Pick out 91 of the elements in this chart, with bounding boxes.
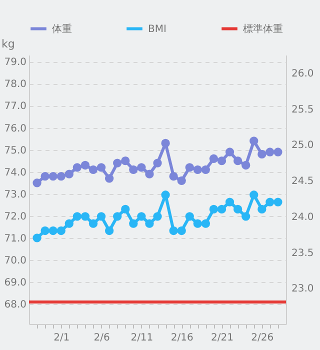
point: [56, 226, 66, 236]
y-tick-label: 76.0: [4, 123, 26, 134]
point: [72, 212, 82, 221]
point: [137, 163, 146, 172]
point: [169, 226, 178, 236]
point: [137, 212, 146, 221]
point: [64, 219, 74, 228]
point: [104, 174, 114, 183]
point: [121, 204, 130, 214]
point: [250, 136, 258, 146]
point: [233, 156, 242, 166]
x-tick-label: 2/11: [130, 332, 154, 344]
x-tick-label: 2/26: [251, 332, 274, 344]
x-tick-label: 2/21: [211, 332, 234, 344]
point: [80, 212, 90, 221]
point: [201, 165, 210, 174]
y-tick-label: 79.0: [4, 57, 26, 68]
point: [258, 150, 266, 159]
point: [217, 204, 226, 214]
point: [153, 158, 162, 168]
y2-tick-label: 23.5: [292, 248, 314, 259]
point: [88, 219, 98, 228]
x-tick-label: 2/1: [54, 332, 70, 344]
y2-tick-label: 26.0: [292, 68, 314, 80]
y2-tick-label: 24.0: [292, 212, 314, 223]
point: [32, 234, 42, 242]
y2-tick-label: 25.5: [292, 104, 314, 116]
y-tick-label: 70.0: [4, 256, 26, 267]
point: [225, 198, 234, 206]
point: [242, 212, 250, 221]
point: [32, 178, 42, 188]
point: [233, 204, 242, 214]
point: [88, 165, 98, 174]
y-tick-label: 73.0: [4, 189, 26, 200]
point: [250, 190, 258, 200]
legend-label: 体重: [52, 22, 72, 35]
point: [129, 165, 138, 174]
point: [48, 172, 58, 181]
point: [153, 212, 162, 221]
point: [266, 198, 274, 206]
y-tick-label: 78.0: [4, 79, 26, 90]
point: [193, 219, 202, 228]
y2-tick-label: 23.0: [292, 284, 314, 295]
y-tick-label: 74.0: [4, 167, 26, 178]
point: [104, 226, 114, 236]
point: [40, 172, 50, 181]
legend-label: 標準体重: [243, 22, 283, 35]
point: [72, 163, 82, 172]
point: [274, 148, 282, 156]
point: [169, 172, 178, 181]
point: [217, 156, 226, 166]
point: [258, 204, 266, 214]
point: [209, 154, 218, 163]
point: [242, 160, 250, 170]
x-tick-label: 2/6: [94, 332, 110, 344]
point: [185, 163, 194, 172]
point: [185, 212, 194, 221]
y-axis-title: kg: [2, 38, 15, 50]
point: [193, 165, 202, 174]
legend-label: BMI: [148, 24, 166, 35]
y-tick-label: 68.0: [4, 300, 26, 311]
point: [177, 226, 186, 236]
point: [145, 170, 154, 178]
point: [56, 172, 66, 181]
point: [209, 204, 218, 214]
point: [266, 148, 274, 156]
y-tick-label: 75.0: [4, 145, 26, 156]
point: [96, 163, 106, 172]
point: [201, 219, 210, 228]
point: [161, 138, 170, 148]
point: [161, 190, 170, 200]
y-tick-label: 77.0: [4, 101, 26, 112]
y-tick-label: 71.0: [4, 234, 26, 245]
point: [177, 176, 186, 185]
point: [80, 160, 90, 170]
y2-tick-label: 24.5: [292, 176, 314, 188]
point: [64, 170, 74, 178]
point: [129, 219, 138, 228]
point: [48, 226, 58, 236]
x-tick-label: 2/16: [170, 332, 194, 344]
point: [274, 198, 282, 206]
point: [121, 156, 130, 166]
point: [113, 212, 122, 221]
y-tick-label: 69.0: [4, 278, 26, 289]
y-tick-label: 72.0: [4, 211, 26, 222]
point: [96, 212, 106, 221]
point: [225, 148, 234, 156]
point: [40, 226, 50, 236]
point: [113, 158, 122, 168]
y2-tick-label: 25.0: [292, 140, 314, 152]
point: [145, 219, 154, 228]
